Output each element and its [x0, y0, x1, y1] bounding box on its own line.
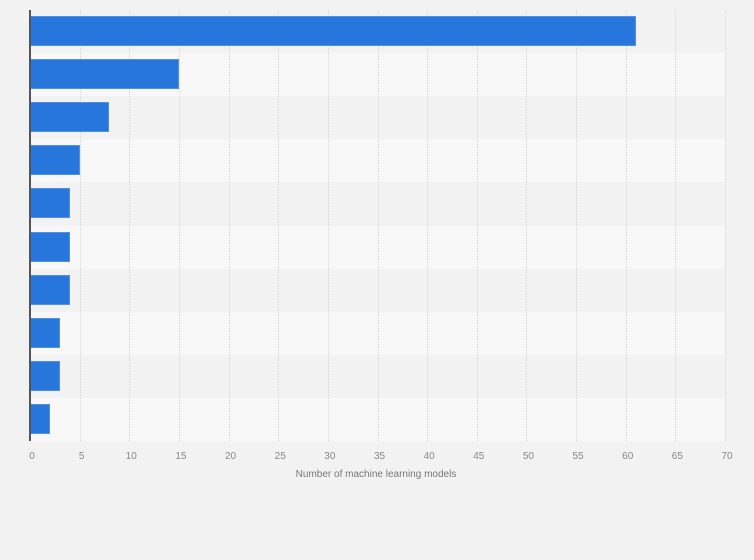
x-tick-label: 35 — [373, 451, 386, 462]
bar[interactable] — [30, 231, 70, 262]
gridline — [79, 10, 81, 441]
gridline — [427, 10, 429, 441]
bar[interactable] — [30, 145, 80, 176]
bar[interactable] — [30, 59, 179, 90]
x-tick-label: 65 — [671, 451, 683, 462]
x-tick-label: 45 — [473, 451, 485, 462]
gridline — [675, 10, 677, 441]
bar[interactable] — [30, 16, 636, 47]
gridline — [129, 10, 131, 441]
x-axis-label: Number of machine learning models — [295, 469, 457, 480]
gridline — [476, 10, 478, 441]
x-tick-label: 70 — [721, 451, 733, 462]
x-tick-label: 55 — [572, 451, 584, 462]
x-tick-label: 10 — [125, 451, 137, 462]
x-tick-label: 50 — [522, 451, 534, 462]
bar[interactable] — [30, 317, 60, 348]
gridline — [576, 10, 578, 441]
bar[interactable] — [30, 274, 70, 305]
x-tick-label: 0 — [29, 451, 35, 462]
x-tick-label: 5 — [78, 451, 85, 462]
gridline — [327, 10, 329, 441]
x-tick-label: 30 — [324, 451, 336, 462]
x-tick-label: 40 — [423, 451, 435, 462]
x-tick-label: 15 — [175, 451, 187, 462]
x-tick-label: 20 — [225, 451, 237, 462]
plot-area — [30, 10, 726, 441]
bar[interactable] — [30, 188, 70, 219]
gridline — [625, 10, 627, 441]
bar[interactable] — [30, 102, 110, 133]
gridline — [377, 10, 379, 441]
x-tick-label: 60 — [622, 451, 634, 462]
gridline — [178, 10, 180, 441]
bar[interactable] — [30, 403, 50, 434]
gridline — [526, 10, 528, 441]
bar[interactable] — [30, 360, 60, 391]
gridline — [725, 10, 726, 441]
x-tick-label: 25 — [274, 451, 286, 462]
gridline — [228, 10, 230, 441]
gridline — [278, 10, 280, 441]
y-axis-line — [29, 10, 31, 441]
